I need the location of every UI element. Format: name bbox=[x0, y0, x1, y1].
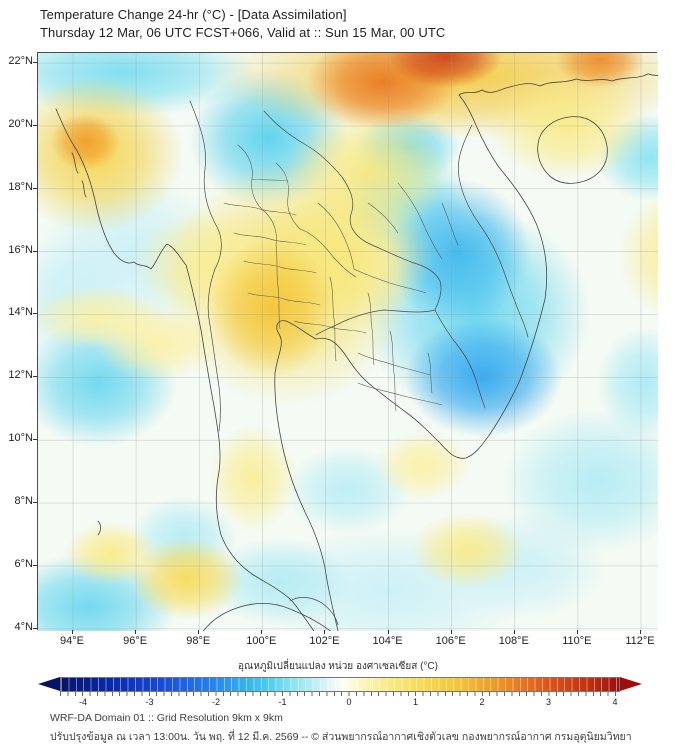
anomaly-blob bbox=[208, 239, 335, 378]
colorbar: -4 -3 -2 -1 0 1 2 3 4 bbox=[38, 677, 642, 707]
border-cambodia-vietnam bbox=[434, 309, 486, 409]
anomaly-blob bbox=[205, 537, 351, 626]
lat-tick-mark bbox=[33, 250, 37, 252]
lon-tick-label: 100°E bbox=[246, 635, 277, 647]
grid-lines bbox=[38, 53, 658, 631]
hainan-island bbox=[537, 116, 608, 184]
lat-tick-mark bbox=[33, 502, 37, 504]
anomaly-blob bbox=[596, 327, 658, 441]
colorbar-gradient bbox=[60, 677, 620, 692]
anomaly-blob bbox=[388, 53, 503, 89]
anomaly-blob bbox=[502, 408, 658, 554]
lat-tick-mark bbox=[33, 439, 37, 441]
colorbar-tick-label: 2 bbox=[479, 697, 485, 707]
lon-tick-label: 110°E bbox=[562, 635, 592, 647]
lat-tick-mark bbox=[33, 376, 37, 378]
lat-tick-label: 4°N bbox=[14, 620, 33, 633]
colorbar-minor-ticks bbox=[60, 692, 620, 696]
colorbar-tick-label: -1 bbox=[278, 697, 287, 707]
lon-tick-label: 94°E bbox=[60, 635, 84, 647]
lon-tick-label: 96°E bbox=[123, 635, 148, 647]
lat-tick-mark bbox=[33, 627, 37, 629]
map-canvas bbox=[38, 53, 658, 631]
border-thailand-malaysia bbox=[289, 597, 339, 626]
lon-tick-mark bbox=[324, 630, 326, 634]
lon-tick-label: 108°E bbox=[498, 635, 529, 647]
colorbar-tick-label: 1 bbox=[412, 697, 418, 707]
lat-tick-label: 22°N bbox=[8, 55, 33, 68]
anomaly-blob bbox=[618, 194, 658, 316]
border-vietnam-laos bbox=[457, 124, 529, 338]
coastline-east bbox=[274, 73, 658, 631]
colorbar-segment-lines bbox=[61, 678, 619, 691]
lon-tick-mark bbox=[135, 630, 137, 634]
colorbar-title: อุณหภูมิเปลี่ยนแปลง หน่วย องศาเซลเซียส (… bbox=[238, 661, 438, 672]
anomaly-blob bbox=[38, 286, 168, 349]
lon-tick-mark bbox=[72, 630, 74, 634]
colorbar-left-arrow bbox=[38, 677, 60, 691]
lon-tick-mark bbox=[198, 630, 200, 634]
lat-tick-label: 20°N bbox=[8, 117, 33, 130]
lat-tick-mark bbox=[33, 313, 37, 315]
footer-domain-info: WRF-DA Domain 01 :: Grid Resolution 9km … bbox=[50, 712, 283, 724]
page-title: Temperature Change 24-hr (°C) - [Data As… bbox=[40, 7, 347, 22]
arakan-islands bbox=[71, 152, 102, 536]
province-borders bbox=[223, 144, 459, 412]
colorbar-tick-label: -4 bbox=[78, 697, 87, 707]
lat-tick-label: 18°N bbox=[8, 180, 33, 193]
country-borders bbox=[189, 100, 529, 626]
temperature-anomaly-field bbox=[38, 53, 658, 631]
colorbar-tick-label: 3 bbox=[545, 697, 551, 707]
lon-tick-label: 104°E bbox=[372, 635, 403, 647]
colorbar-tick-label: -3 bbox=[145, 697, 154, 707]
border-laos-north bbox=[263, 110, 442, 336]
lon-tick-label: 102°E bbox=[309, 635, 340, 647]
lon-tick-mark bbox=[450, 630, 452, 634]
coastline-west bbox=[55, 108, 315, 631]
colorbar-tick-label: 0 bbox=[346, 697, 352, 707]
colorbar-tick-label: 4 bbox=[612, 697, 618, 707]
colorbar-right-arrow bbox=[620, 677, 642, 691]
lat-tick-mark bbox=[33, 564, 37, 566]
border-myanmar-thailand bbox=[189, 100, 222, 432]
footer-update-info: ปรับปรุงข้อมูล ณ เวลา 13:00น. วัน พฤ. ที… bbox=[50, 731, 632, 743]
lat-tick-label: 8°N bbox=[14, 495, 33, 508]
anomaly-blob bbox=[410, 512, 525, 588]
lat-tick-label: 16°N bbox=[8, 243, 33, 256]
anomaly-blob bbox=[486, 72, 651, 180]
map-plot-area bbox=[37, 52, 658, 631]
page-subtitle: Thursday 12 Mar, 06 UTC FCST+066, Valid … bbox=[40, 25, 446, 40]
lon-tick-mark bbox=[387, 630, 389, 634]
lon-tick-label: 106°E bbox=[435, 635, 466, 647]
lon-tick-label: 98°E bbox=[186, 635, 211, 647]
lon-tick-label: 112°E bbox=[625, 635, 655, 647]
anomaly-blob bbox=[208, 424, 298, 532]
lat-tick-mark bbox=[33, 187, 37, 189]
colorbar-tick-label: -2 bbox=[211, 697, 220, 707]
lat-tick-mark bbox=[33, 62, 37, 64]
lat-tick-label: 6°N bbox=[14, 557, 33, 570]
lon-tick-mark bbox=[261, 630, 263, 634]
sumatra-coast bbox=[202, 602, 332, 631]
anomaly-blob bbox=[50, 113, 121, 170]
lat-tick-label: 10°N bbox=[8, 432, 33, 445]
anomaly-blob bbox=[404, 317, 563, 438]
anomaly-blob bbox=[376, 430, 471, 500]
geo-boundaries bbox=[55, 73, 658, 631]
lat-tick-label: 14°N bbox=[8, 306, 33, 319]
lon-tick-mark bbox=[639, 630, 641, 634]
lat-tick-mark bbox=[33, 124, 37, 126]
lat-tick-label: 12°N bbox=[8, 369, 33, 382]
lon-tick-mark bbox=[576, 630, 578, 634]
anomaly-blob bbox=[129, 537, 244, 620]
lon-tick-mark bbox=[513, 630, 515, 634]
